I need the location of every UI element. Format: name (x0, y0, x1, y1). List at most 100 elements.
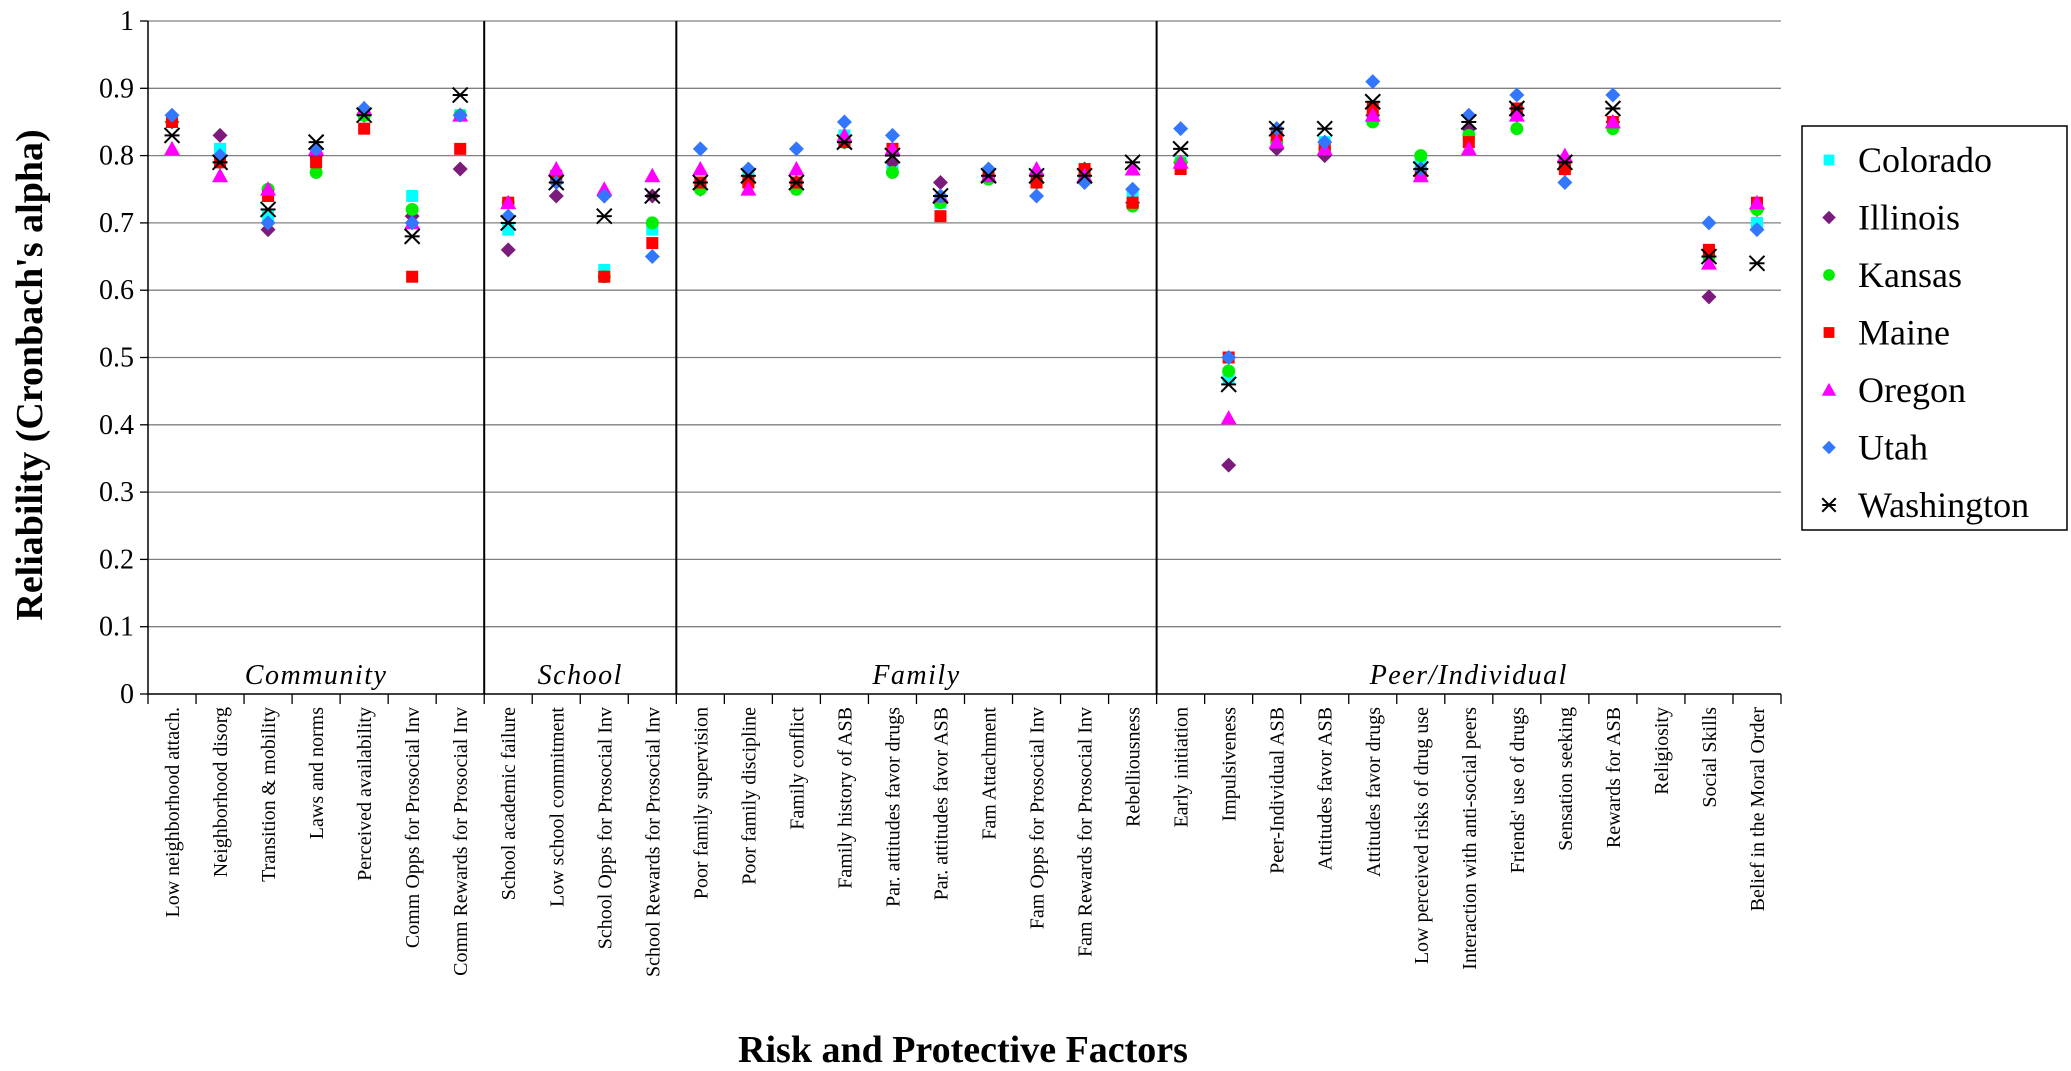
washington-point (259, 201, 277, 218)
utah-point (1365, 74, 1381, 90)
oregon-point (1364, 107, 1381, 122)
maine-point (1702, 243, 1715, 256)
maine-point (1126, 196, 1139, 209)
washington-point (1508, 100, 1526, 117)
maine-point (454, 142, 467, 155)
washington-point (403, 228, 421, 245)
oregon-point (788, 161, 805, 176)
x-tick-label: Transition & mobility (258, 707, 280, 882)
maine-point (1030, 176, 1043, 189)
oregon-point (1220, 410, 1237, 425)
x-tick-label: Family history of ASB (834, 707, 856, 889)
x-tick-label: Low neighborhood attach. (162, 707, 184, 918)
data-points (163, 74, 1766, 473)
section-label: Peer/Individual (1369, 660, 1568, 691)
y-tick-label: 0.8 (99, 141, 134, 172)
illinois-point (932, 175, 948, 191)
utah-point (404, 215, 420, 231)
x-tick-label: Perceived availability (354, 707, 376, 881)
washington-point (1028, 167, 1045, 184)
washington-point (788, 174, 805, 191)
x-tick-label: Laws and norms (306, 707, 328, 839)
maine-point (310, 156, 323, 169)
washington-point (1076, 167, 1093, 184)
section-label: School (538, 660, 623, 691)
section-label: Community (245, 660, 388, 691)
washington-point (980, 167, 997, 184)
utah-point (1317, 134, 1333, 150)
oregon-point (1748, 194, 1765, 210)
washington-point (1604, 100, 1622, 117)
y-tick-label: 1 (120, 6, 134, 37)
oregon-point (1700, 255, 1717, 270)
x-tick-label: School academic failure (498, 707, 520, 900)
y-tick-label: 0.2 (99, 544, 134, 575)
utah-point (1029, 188, 1045, 204)
legend-maine-label: Maine (1858, 313, 1950, 353)
utah-point (1509, 87, 1525, 103)
oregon-point (164, 140, 181, 156)
washington-point (451, 86, 469, 104)
oregon-point (500, 194, 517, 210)
legend-oregon-label: Oregon (1858, 370, 1966, 410)
maine-point (406, 270, 419, 283)
utah-point (1221, 350, 1237, 365)
legend-colorado-marker (1823, 154, 1835, 166)
washington-point (1460, 113, 1478, 131)
kansas-point (405, 202, 419, 216)
utah-point (1557, 175, 1573, 191)
utah-point (1125, 181, 1141, 197)
utah-point (884, 127, 900, 143)
washington-point (500, 214, 517, 232)
illinois-point (500, 242, 516, 258)
legend: Colorado Illinois Kansas Maine Oregon Utah Was… (1801, 125, 2068, 531)
kansas-point (885, 165, 899, 179)
x-tick-label: Low school commitment (546, 707, 568, 907)
y-tick-label: 0.3 (99, 477, 134, 508)
x-tick-label: Attitudes favor drugs (1363, 707, 1385, 877)
x-tick-label: Family conflict (786, 707, 808, 830)
washington-point (355, 107, 373, 124)
x-tick-label: Poor family supervision (690, 707, 712, 899)
legend-washington-marker (1821, 497, 1837, 513)
oregon-point (1124, 161, 1141, 176)
washington-point (1412, 160, 1429, 178)
gridlines (140, 20, 1781, 695)
x-tick-label: Fam Opps for Prosocial Inv (1027, 707, 1049, 929)
illinois-point (212, 127, 228, 143)
legend-utah-label: Utah (1858, 428, 1928, 468)
washington-point (1316, 120, 1333, 137)
kansas-point (1222, 364, 1236, 378)
illinois-point (1221, 457, 1237, 473)
oregon-point (644, 167, 661, 183)
x-tick-label: Low perceived risks of drug use (1411, 707, 1433, 964)
illinois-point (548, 188, 564, 204)
oregon-point (692, 161, 709, 176)
x-tick-label: Peer-Individual ASB (1267, 707, 1289, 874)
x-tick-label: School Rewards for Prosocial Inv (642, 707, 664, 977)
section-label: Family (871, 660, 960, 691)
legend-washington-label: Washington (1858, 485, 2029, 525)
y-axis-title: Reliability (Cronbach's alpha) (9, 129, 51, 620)
legend-utah-marker (1822, 440, 1836, 455)
x-tick-label: Early initiation (1171, 707, 1193, 828)
illinois-point (452, 161, 468, 177)
maine-point (598, 270, 611, 283)
oregon-point (740, 181, 757, 196)
x-tick-label: Neighborhood disorg (210, 707, 232, 877)
oregon-point (1604, 113, 1621, 129)
washington-point (1700, 248, 1718, 265)
washington-point (596, 207, 613, 225)
utah-point (644, 249, 660, 265)
y-tick-label: 0.1 (99, 612, 134, 643)
oregon-point (1268, 134, 1285, 149)
oregon-point (548, 161, 565, 176)
kansas-point (1414, 149, 1428, 163)
washington-point (307, 133, 325, 151)
utah-point (596, 188, 612, 204)
y-tick-label: 0.6 (99, 275, 134, 306)
oregon-point (1172, 154, 1189, 169)
oregon-point (1460, 140, 1477, 156)
illinois-point (1701, 289, 1717, 305)
